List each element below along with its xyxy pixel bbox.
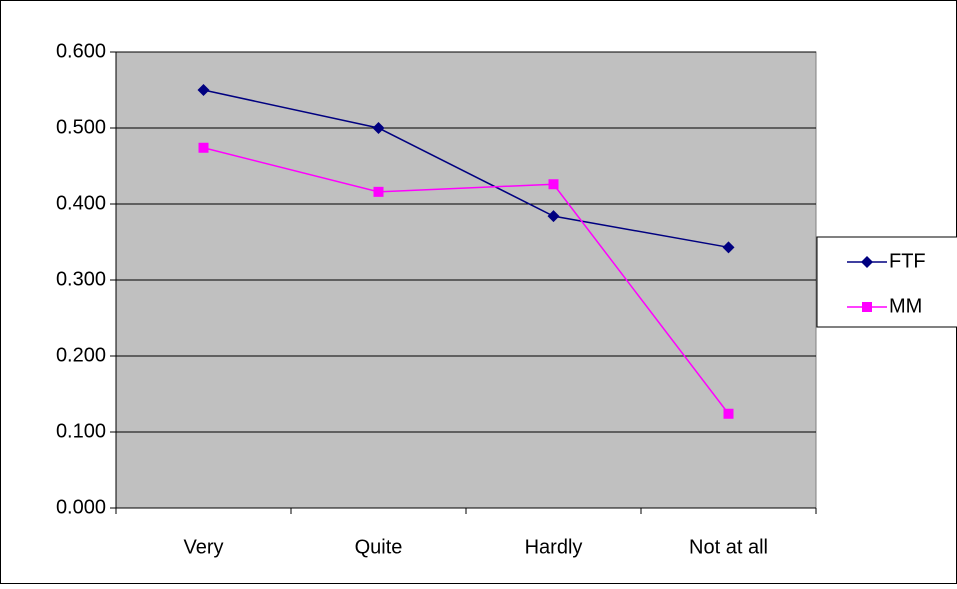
y-tick-label: 0.500: [56, 116, 106, 138]
series-line: [203, 147, 730, 415]
legend-box: [816, 236, 957, 328]
legend-label: MM: [889, 295, 922, 317]
data-point: [547, 210, 560, 223]
x-tick-label: Quite: [355, 536, 403, 558]
legend-marker: [862, 302, 872, 312]
y-tick-label: 0.400: [56, 192, 106, 214]
x-tick-label: Not at all: [689, 536, 768, 558]
data-point: [198, 142, 209, 153]
data-point: [722, 241, 735, 254]
y-tick-label: 0.300: [56, 268, 106, 290]
x-tick-label: Very: [183, 536, 223, 558]
data-point: [723, 408, 734, 419]
series-line: [203, 89, 729, 249]
y-tick-label: 0.000: [56, 496, 106, 518]
legend-label: FTF: [889, 250, 926, 272]
data-point: [197, 84, 210, 96]
x-tick-label: Hardly: [525, 536, 583, 558]
data-point: [548, 179, 559, 190]
legend-marker: [861, 256, 873, 268]
y-tick-label: 0.600: [56, 40, 106, 62]
y-tick-label: 0.200: [56, 344, 106, 366]
data-point: [373, 186, 384, 197]
y-tick-label: 0.100: [56, 420, 106, 442]
data-point: [372, 122, 385, 134]
